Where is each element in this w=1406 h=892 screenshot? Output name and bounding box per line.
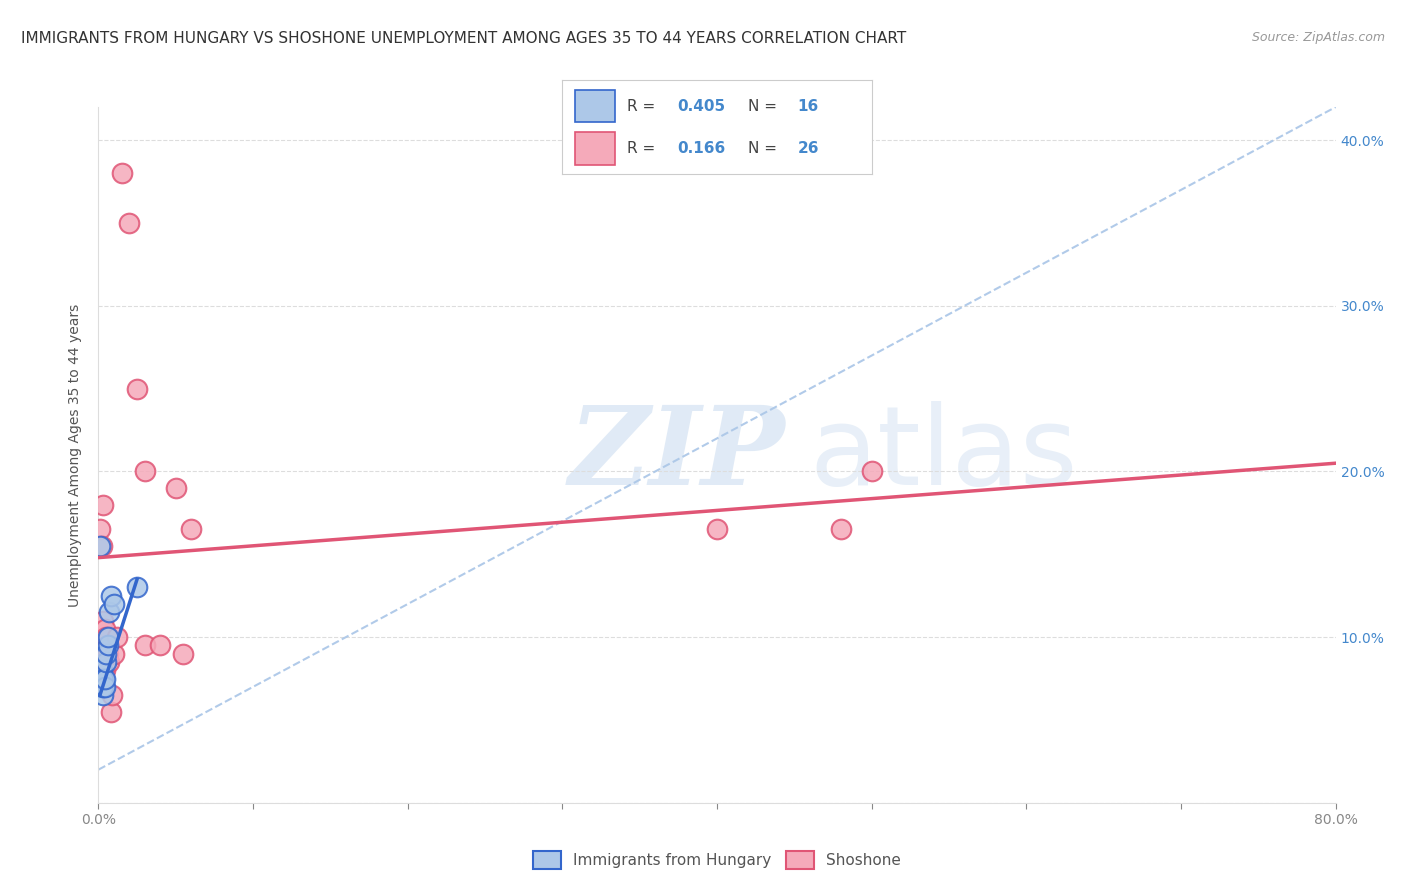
Point [91, 688, 114, 702]
Y-axis label: Unemployment Among Ages 35 to 44 years: Unemployment Among Ages 35 to 44 years [69, 303, 83, 607]
Point [90, 539, 112, 553]
Point [93, 622, 115, 636]
Point [180, 523, 202, 537]
Point [91, 680, 114, 694]
Point [860, 465, 883, 479]
Point [89, 539, 111, 553]
Point [127, 382, 149, 396]
Text: N =: N = [748, 141, 782, 156]
Point [105, 630, 128, 644]
Text: Source: ZipAtlas.com: Source: ZipAtlas.com [1251, 31, 1385, 45]
Point [93, 672, 115, 686]
Point [96, 655, 118, 669]
Text: N =: N = [748, 98, 782, 113]
Point [93, 680, 115, 694]
Point [830, 523, 852, 537]
Point [134, 465, 156, 479]
Point [706, 523, 728, 537]
Point [149, 639, 172, 653]
Point [91, 614, 114, 628]
Point [103, 597, 125, 611]
Point [103, 647, 125, 661]
Text: IMMIGRANTS FROM HUNGARY VS SHOSHONE UNEMPLOYMENT AMONG AGES 35 TO 44 YEARS CORRE: IMMIGRANTS FROM HUNGARY VS SHOSHONE UNEM… [21, 31, 907, 46]
Point [100, 705, 122, 719]
Point [91, 498, 114, 512]
Text: 0.405: 0.405 [676, 98, 725, 113]
FancyBboxPatch shape [575, 89, 614, 122]
Point [97, 630, 120, 644]
Text: 0.166: 0.166 [676, 141, 725, 156]
Point [90, 663, 112, 677]
Point [173, 647, 195, 661]
Point [98, 655, 121, 669]
Point [96, 655, 118, 669]
Point [96, 647, 118, 661]
Point [97, 639, 120, 653]
Legend: Immigrants from Hungary, Shoshone: Immigrants from Hungary, Shoshone [527, 846, 907, 875]
Point [127, 581, 149, 595]
Text: 26: 26 [797, 141, 818, 156]
Point [134, 639, 156, 653]
FancyBboxPatch shape [575, 132, 614, 164]
Point [91, 672, 114, 686]
Point [111, 166, 134, 180]
Text: R =: R = [627, 141, 661, 156]
Text: R =: R = [627, 98, 661, 113]
Point [97, 647, 120, 661]
Point [93, 663, 115, 677]
Point [89, 523, 111, 537]
Point [98, 605, 121, 619]
Point [90, 680, 112, 694]
Point [96, 630, 118, 644]
Text: ZIP: ZIP [568, 401, 785, 508]
Text: atlas: atlas [810, 401, 1078, 508]
Point [100, 589, 122, 603]
Text: 16: 16 [797, 98, 818, 113]
Point [118, 216, 141, 230]
Point [101, 688, 124, 702]
Point [165, 481, 187, 495]
